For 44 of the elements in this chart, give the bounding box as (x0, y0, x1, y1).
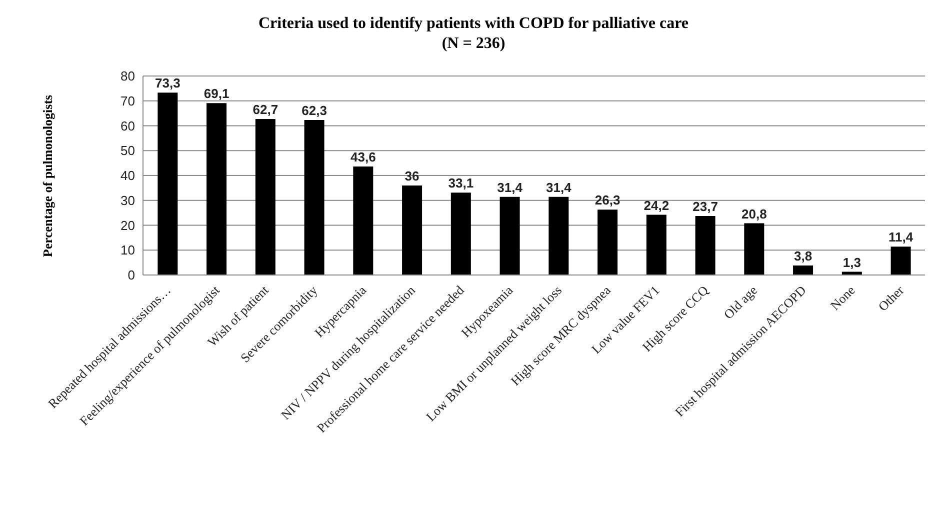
y-tick-label: 60 (120, 118, 135, 134)
bar (890, 246, 911, 275)
y-tick-label: 50 (120, 143, 135, 158)
bar (206, 103, 227, 275)
data-label: 62,7 (252, 102, 278, 118)
y-tick-label: 30 (120, 192, 135, 208)
data-label: 31,4 (497, 180, 524, 195)
chart-title: Criteria used to identify patients with COPD for palliative care (257, 14, 690, 34)
y-tick-label: 10 (120, 242, 135, 258)
data-label: 33,1 (448, 176, 474, 191)
y-tick-label: 70 (120, 93, 135, 108)
bar (353, 166, 374, 275)
bar (598, 210, 618, 275)
data-label: 3,8 (794, 248, 812, 264)
bar (646, 214, 666, 275)
x-tick-label: Old age (720, 282, 760, 322)
data-label: 11,4 (888, 230, 914, 245)
bar (793, 266, 814, 275)
data-label: 69,1 (204, 86, 230, 102)
bar (402, 185, 422, 275)
data-label: 24,2 (644, 198, 670, 213)
data-label: 73,3 (155, 76, 180, 91)
bar (255, 119, 276, 275)
y-tick-label: 0 (128, 268, 135, 283)
data-label: 31,4 (546, 180, 572, 195)
bar (695, 216, 716, 275)
data-label: 20,8 (742, 206, 767, 222)
bar (158, 92, 178, 275)
chart-subtitle: (N = 236) (440, 34, 506, 54)
data-label: 43,6 (350, 150, 376, 165)
y-tick-label: 80 (120, 68, 135, 84)
bar (548, 196, 569, 275)
data-label: 36 (404, 168, 420, 184)
data-label: 62,3 (302, 103, 327, 118)
y-axis-title: Percentage of pulmonologists (40, 94, 56, 258)
bar (500, 196, 520, 275)
data-label: 23,7 (692, 199, 718, 214)
data-label: 26,3 (594, 192, 620, 208)
data-label: 1,3 (842, 254, 861, 270)
y-tick-label: 40 (120, 168, 135, 184)
y-tick-label: 20 (120, 218, 135, 233)
bar (304, 120, 324, 275)
bar (744, 223, 764, 275)
bar (450, 192, 471, 275)
